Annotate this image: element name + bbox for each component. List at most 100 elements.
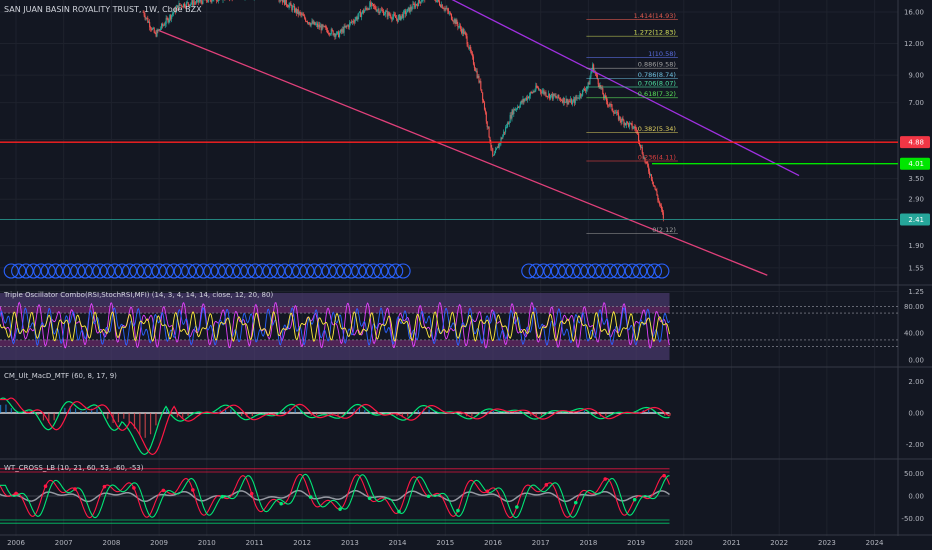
price-candle-body [355,17,357,20]
price-candle-body [414,4,416,8]
price-candle-body [178,3,180,10]
price-candle-body [185,2,187,8]
price-candle-body [554,95,556,97]
price-candle-body [170,15,172,19]
price-tick-label: 7.00 [908,99,924,107]
price-candle-body [527,96,529,100]
price-candle-body [176,5,178,8]
macd-histogram-bar [583,410,585,413]
price-candle-body [398,14,400,17]
price-candle-body [657,195,659,200]
wt-cross-dot [456,508,460,513]
time-tick-label: 2019 [627,539,645,547]
price-candle-body [640,147,642,148]
macd-histogram-bar [251,413,253,416]
wt-cross-dot [279,501,283,506]
macd-histogram-bar [16,411,18,413]
price-candle-body [315,24,317,26]
price-candle-body [560,98,562,101]
price-candle-body [577,97,579,99]
price-candle-body [644,157,646,162]
price-candle-body [166,18,168,19]
price-candle-body [308,22,310,25]
time-tick-label: 2008 [102,539,120,547]
fib-level-label: 0.886(9.58) [638,61,676,69]
price-candle-body [615,112,617,114]
price-candle-body [347,25,349,27]
price-candle-body [561,100,564,103]
price-candle-body [376,9,378,12]
price-candle-body [329,34,331,35]
signal-marker-circle [240,263,256,279]
time-tick-label: 2016 [484,539,502,547]
macd-histogram-bar [374,413,377,415]
price-candle-body [284,0,286,5]
price-candle-body [382,10,384,12]
signal-marker-circle [565,263,581,279]
price-candle-body [359,11,361,13]
macd-histogram-bar [224,408,227,413]
time-tick-label: 2015 [436,539,454,547]
price-candle-body [194,2,196,4]
price-candle-body [456,19,458,25]
price-candle-body [344,26,346,28]
price-candle-body [152,28,154,29]
price-candle-body [631,123,633,129]
price-candle-body [145,17,147,19]
price-candle-body [464,31,466,33]
price-candle-body [477,76,479,78]
price-candle-body [191,0,193,4]
price-candle-body [142,12,144,13]
price-candle-body [604,95,606,98]
price-candle-body [641,147,643,154]
price-candle-body [505,127,507,133]
price-candle-body [645,161,647,163]
macd-histogram-bar [315,413,318,416]
price-candle-body [205,0,208,1]
price-candle-body [638,141,641,145]
price-candle-body [453,19,455,22]
fib-level-label: 0.786(8.74) [638,71,676,79]
macd-histogram-bar [482,412,484,413]
signal-marker-circle [92,263,108,279]
signal-marker-circle [70,263,86,279]
price-candle-body [632,127,634,129]
signal-marker-circle [144,263,160,279]
price-candle-body [614,112,616,114]
price-candle-body [552,93,554,99]
fib-level-label: 1.272(12.83) [634,29,676,37]
macd-histogram-bar [305,413,307,415]
wt-tick-label: -50.00 [901,515,924,523]
price-candle-body [516,108,518,110]
signal-marker-circle [255,263,271,279]
price-candle-body [508,122,510,125]
signal-marker-circle [48,263,64,279]
price-candle-body [624,123,626,126]
price-candle-body [409,7,411,13]
price-candle-body [332,30,334,36]
signal-marker-circle [602,263,618,279]
price-candle-body [539,89,541,92]
macd-histogram-bar [401,413,403,418]
price-candle-body [452,20,454,22]
signal-marker-circle [292,263,308,279]
macd-histogram-bar [176,413,178,418]
price-candle-body [553,93,555,96]
price-candle-body [592,64,594,70]
price-candle-body [646,162,648,163]
price-candle-body [439,5,442,8]
price-candle-body [448,10,450,14]
price-candle-body [440,4,442,8]
price-candle-body [605,95,607,98]
macd-histogram-bar [535,413,537,417]
macd-histogram-bar [230,409,232,413]
price-candle-body [402,14,404,18]
price-candle-body [514,108,516,111]
macd-histogram-bar [321,413,323,415]
price-candle-body [436,0,438,2]
price-candle-body [483,100,485,103]
macd-title: CM_Ult_MacD_MTF (60, 8, 17, 9) [4,372,117,380]
price-candle-body [326,27,328,31]
price-candle-body [473,64,475,69]
